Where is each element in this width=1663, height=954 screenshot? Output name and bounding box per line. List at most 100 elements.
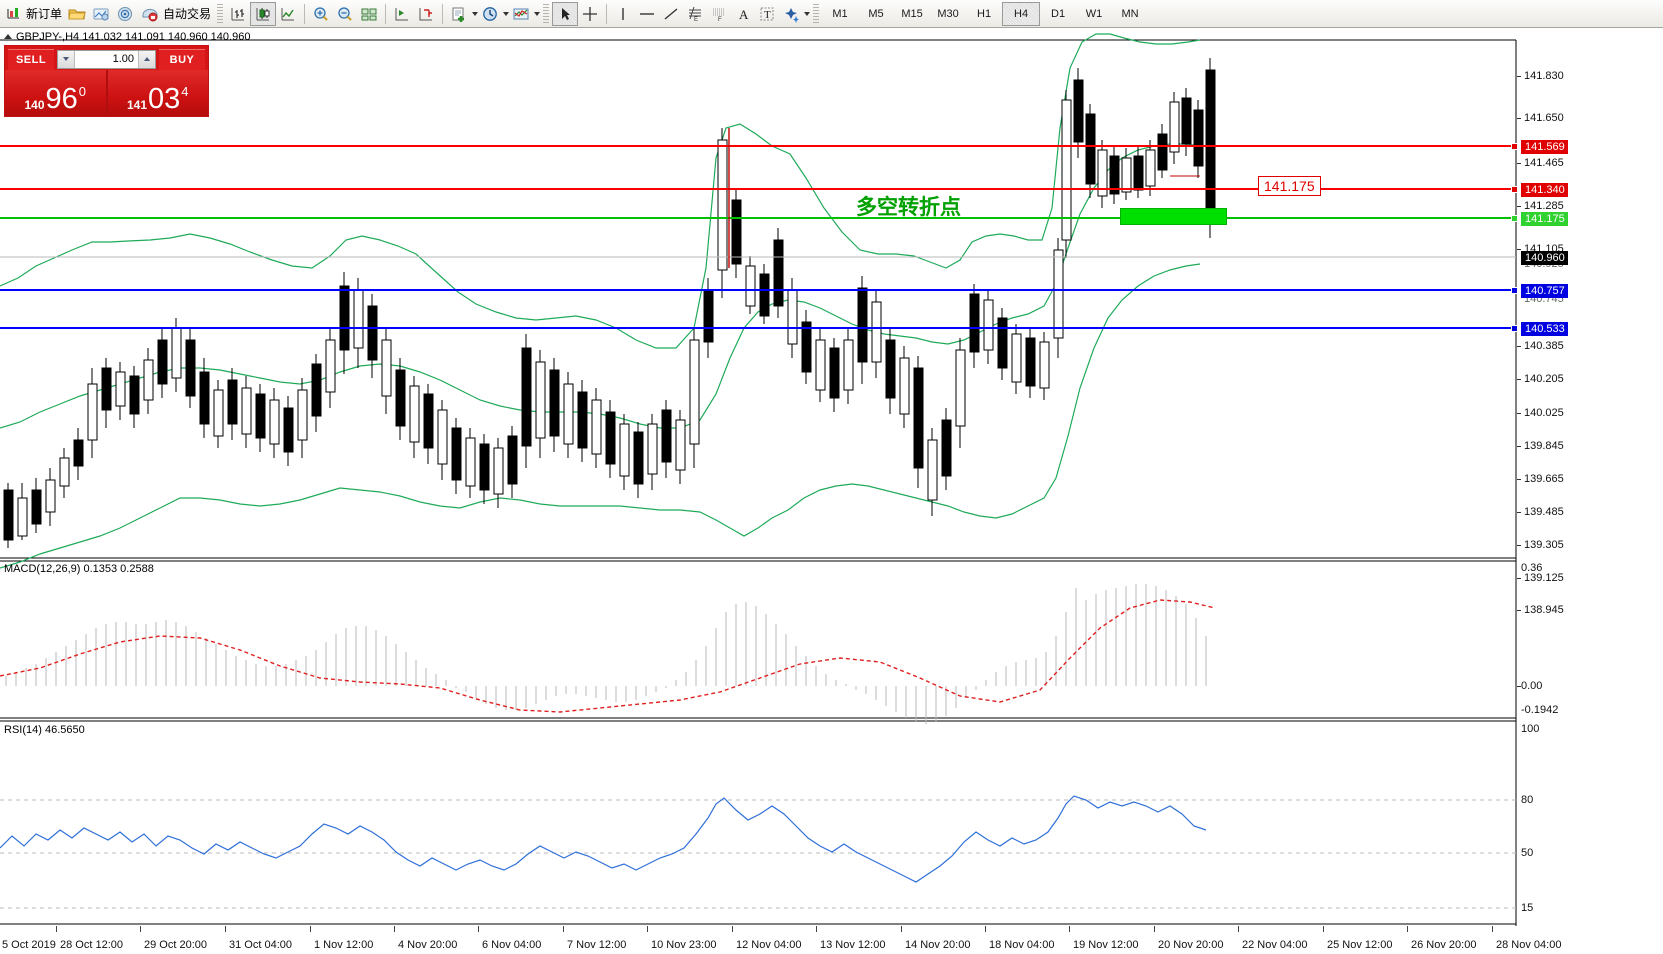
- level-handle[interactable]: [1511, 143, 1518, 150]
- time-tick: [1069, 926, 1070, 932]
- volume-decrease-button[interactable]: [58, 50, 75, 68]
- text-button[interactable]: T: [755, 3, 779, 25]
- autotrade-icon: [142, 8, 158, 21]
- collapse-triangle-icon[interactable]: [4, 34, 12, 39]
- toolbar-grip[interactable]: [217, 3, 224, 24]
- level-handle[interactable]: [1511, 186, 1518, 193]
- macd-axis-top: 0.36: [1521, 562, 1543, 574]
- crosshair-button[interactable]: [578, 3, 602, 25]
- volume-increase-button[interactable]: [138, 50, 155, 68]
- folder-icon-button[interactable]: [65, 3, 89, 25]
- timeframe-m5[interactable]: M5: [868, 7, 884, 20]
- toolbar-grip-2[interactable]: [543, 3, 550, 24]
- trendline-button[interactable]: [659, 3, 683, 25]
- svg-text:F: F: [718, 17, 722, 23]
- vertical-line-button[interactable]: [611, 3, 635, 25]
- bar-chart-button[interactable]: [226, 3, 250, 25]
- tile-windows-button[interactable]: [357, 3, 381, 25]
- cursor-icon: [562, 7, 571, 20]
- line-chart-button[interactable]: [276, 3, 300, 25]
- time-tick: [1238, 926, 1239, 932]
- text-label-button[interactable]: A: [731, 3, 755, 25]
- price-tick: [1517, 379, 1521, 380]
- volume-value[interactable]: 1.00: [112, 52, 134, 65]
- time-tick: [56, 926, 57, 932]
- level-handle[interactable]: [1511, 325, 1518, 332]
- level-tag-140-533[interactable]: 140.533: [1521, 322, 1568, 336]
- level-tag-140-757[interactable]: 140.757: [1521, 284, 1568, 298]
- timeframe-h4[interactable]: H4: [1002, 1, 1041, 26]
- rsi-line: [0, 795, 1207, 883]
- highlight-rectangle[interactable]: [1120, 208, 1227, 225]
- timeframe-m1[interactable]: M1: [832, 7, 848, 20]
- indicators-dropdown-caret[interactable]: [534, 11, 541, 16]
- equidistant-channel-button[interactable]: F: [707, 3, 731, 25]
- sell-price[interactable]: 140 96 0: [5, 70, 106, 116]
- autotrade-button[interactable]: 自动交易: [137, 2, 214, 26]
- one-click-trading-panel[interactable]: SELL 1.00 BUY 140 96 0 141 03 4: [4, 45, 209, 117]
- price-tick: [1517, 446, 1521, 447]
- time-tick: [1492, 926, 1493, 932]
- price-label: 139.665: [1524, 473, 1564, 485]
- timeframe-m30[interactable]: M30: [937, 7, 959, 20]
- time-label: 22 Nov 04:00: [1242, 939, 1308, 951]
- auto-scroll-button[interactable]: [414, 3, 438, 25]
- time-axis[interactable]: 5 Oct 2019 28 Oct 12:00 29 Oct 20:00 31 …: [0, 926, 1663, 954]
- level-handle[interactable]: [1511, 287, 1518, 294]
- level-handle[interactable]: [1511, 215, 1518, 222]
- time-tick: [816, 926, 817, 932]
- objects-button[interactable]: [779, 3, 803, 25]
- candlestick-chart-button[interactable]: [250, 1, 277, 26]
- sell-button[interactable]: SELL: [8, 48, 54, 70]
- chart-shift-button[interactable]: [390, 3, 414, 25]
- chart-annotation-text[interactable]: 多空转折点: [856, 195, 961, 219]
- price-tick: [1517, 578, 1521, 579]
- level-tag-141-175[interactable]: 141.175: [1521, 212, 1568, 226]
- time-tick: [1407, 926, 1408, 932]
- objects-icon: [785, 7, 800, 23]
- equidistant-icon: F: [713, 8, 726, 23]
- horizontal-line-button[interactable]: [635, 3, 659, 25]
- zoom-in-button[interactable]: [309, 3, 333, 25]
- cursor-button[interactable]: [552, 1, 579, 26]
- buy-price-sup: 4: [181, 84, 189, 99]
- price-label: 140.025: [1524, 407, 1564, 419]
- svg-text:T: T: [764, 9, 771, 21]
- period-button[interactable]: [478, 3, 502, 25]
- timeframe-m15[interactable]: M15: [901, 7, 923, 20]
- zoom-out-button[interactable]: [333, 3, 357, 25]
- level-tag-141-340[interactable]: 141.340: [1521, 183, 1568, 197]
- signal-icon-button[interactable]: [113, 3, 137, 25]
- time-tick: [478, 926, 479, 932]
- fibonacci-button[interactable]: E: [683, 3, 707, 25]
- timeframe-d1[interactable]: D1: [1051, 7, 1066, 20]
- crosshair-icon: [583, 6, 598, 21]
- objects-dropdown-caret[interactable]: [804, 11, 811, 16]
- timeframe-w1[interactable]: W1: [1085, 7, 1103, 20]
- buy-price-big: 03: [148, 83, 181, 115]
- auto-scroll-icon: [419, 7, 433, 20]
- chart-shift-icon: [395, 7, 409, 20]
- buy-button[interactable]: BUY: [159, 48, 205, 70]
- new-order-button[interactable]: 新订单: [2, 2, 65, 26]
- buy-price[interactable]: 141 03 4: [105, 70, 208, 116]
- level-tag-141-569[interactable]: 141.569: [1521, 140, 1568, 154]
- template-icon: [452, 7, 465, 22]
- chart-window[interactable]: GBPJPY-,H4 141.032 141.091 140.960 140.9…: [0, 28, 1663, 954]
- time-label: 28 Nov 04:00: [1496, 939, 1562, 951]
- price-label: 139.305: [1524, 539, 1564, 551]
- price-tick: [1517, 346, 1521, 347]
- template-button[interactable]: [447, 3, 471, 25]
- template-dropdown-caret[interactable]: [472, 11, 479, 16]
- timeframe-mn[interactable]: MN: [1121, 7, 1139, 20]
- price-callout-141-175[interactable]: 141.175: [1258, 176, 1321, 196]
- price-label: 141.285: [1524, 200, 1564, 212]
- profile-icon-button[interactable]: [89, 3, 113, 25]
- new-order-label: 新订单: [26, 7, 63, 21]
- toolbar-grip-3[interactable]: [813, 3, 820, 24]
- timeframe-h1[interactable]: H1: [977, 7, 992, 20]
- volume-input[interactable]: 1.00: [57, 49, 156, 69]
- period-dropdown-caret[interactable]: [503, 11, 510, 16]
- indicators-button[interactable]: [509, 3, 533, 25]
